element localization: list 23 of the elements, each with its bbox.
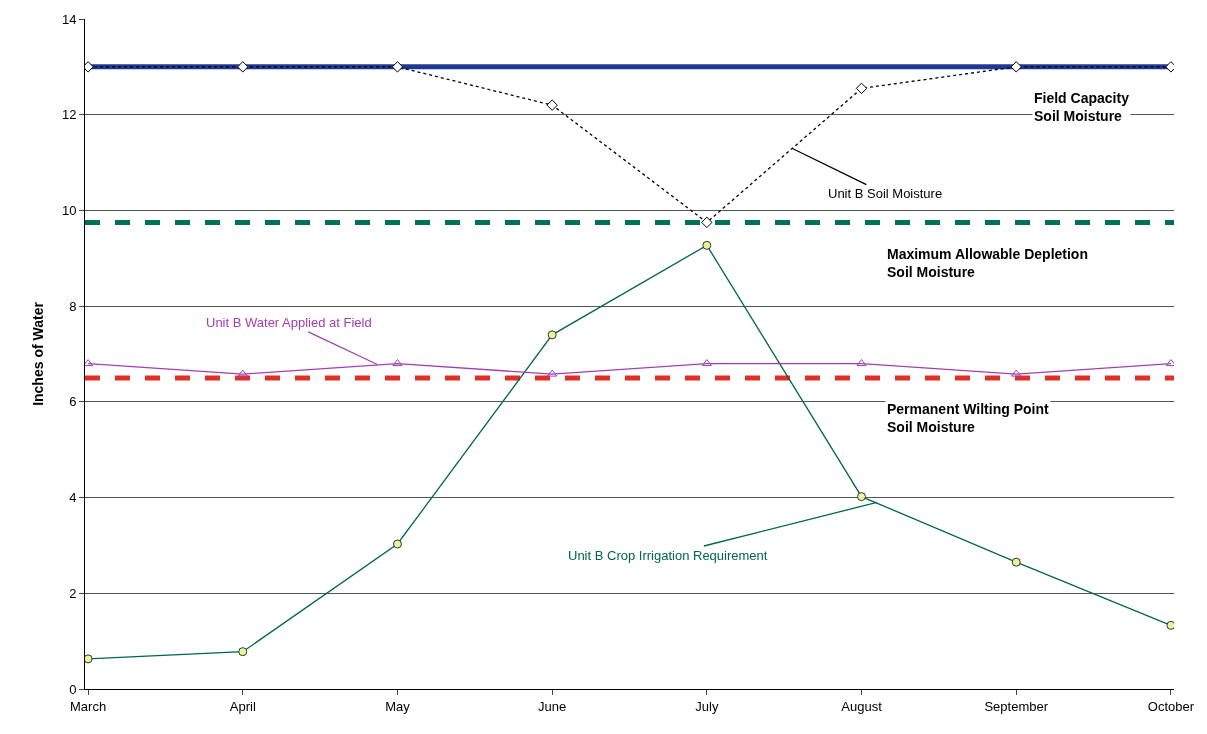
x-tick-label: May [385, 698, 411, 714]
x-tick-label: August [841, 698, 883, 714]
x-tick-label: March [70, 698, 107, 714]
x-tick-label: July [695, 698, 719, 714]
y-tick-label: 6 [69, 394, 77, 410]
y-axis-title: Inches of Water [29, 301, 46, 406]
text: Unit B Soil Moisture [828, 186, 943, 201]
y-tick-label: 4 [69, 490, 77, 506]
ref-line-label: Field Capacity Soil Moisture [1034, 90, 1130, 125]
y-tick-label: 2 [69, 585, 77, 601]
x-tick-label: April [229, 698, 256, 714]
y-tick-label: 8 [69, 298, 77, 314]
y-tick-label: 12 [61, 107, 77, 123]
x-tick-label: October [1147, 698, 1195, 714]
ref-line-label: Maximum Allowable Depletion Soil Moisture [887, 246, 1088, 281]
y-tick-label: 0 [69, 681, 77, 697]
y-tick-label: 10 [61, 202, 77, 218]
y-tick-label: 14 [61, 11, 77, 27]
x-tick-label: June [538, 698, 567, 714]
x-tick-label: September [984, 698, 1049, 714]
text: Unit B Crop Irrigation Requirement [568, 548, 768, 563]
text: Unit B Water Applied at Field [206, 315, 372, 330]
ref-line-label: Permanent Wilting Point Soil Moisture [887, 401, 1049, 436]
